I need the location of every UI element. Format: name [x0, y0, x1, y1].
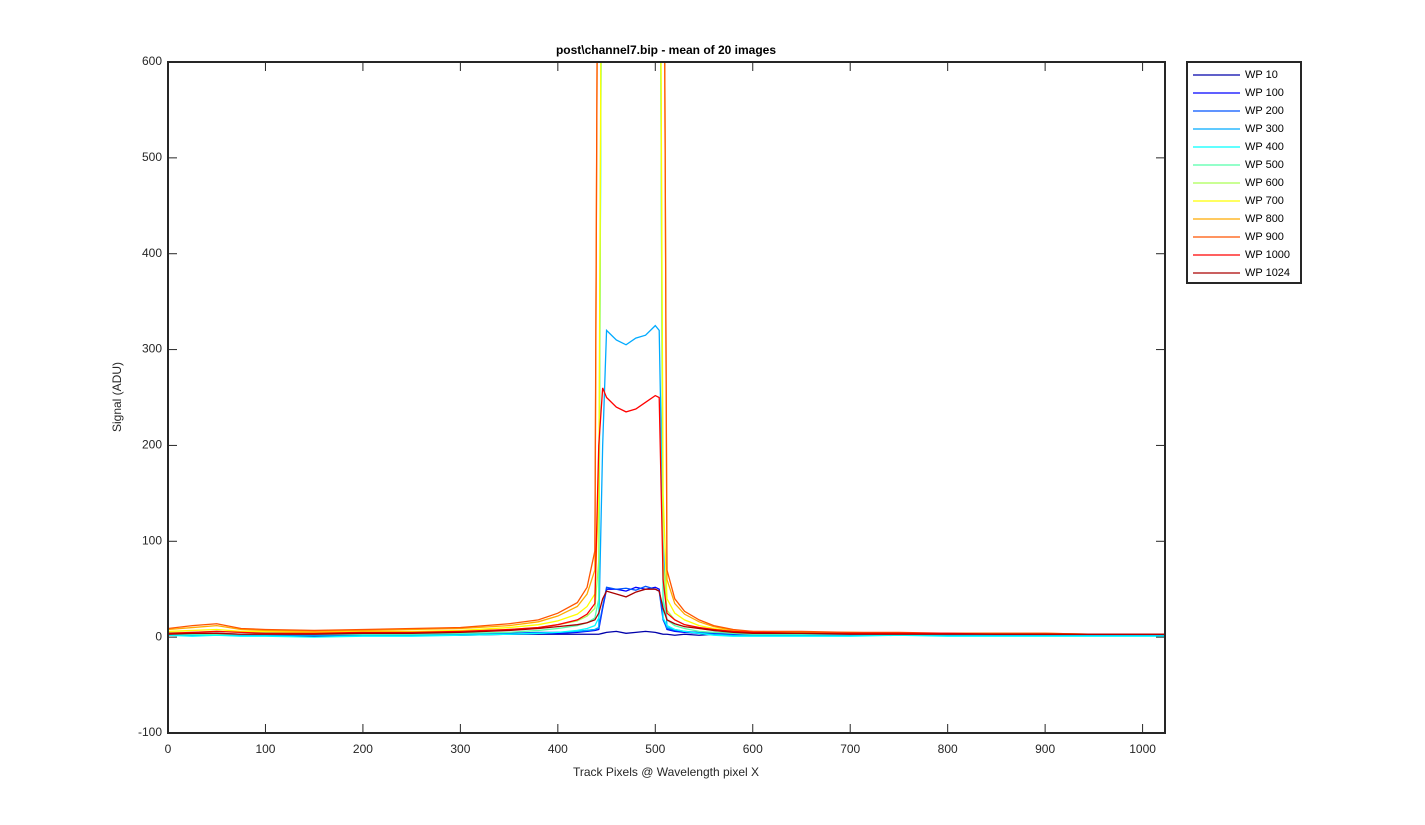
y-tick-label: 300 — [142, 342, 162, 356]
x-tick-label: 1000 — [1129, 742, 1156, 756]
legend-label: WP 500 — [1245, 159, 1284, 171]
legend-label: WP 100 — [1245, 87, 1284, 99]
legend-label: WP 600 — [1245, 177, 1284, 189]
lines — [168, 62, 1165, 638]
y-tick-label: 600 — [142, 54, 162, 68]
x-tick-label: 700 — [840, 742, 860, 756]
y-tick-label: 100 — [142, 533, 162, 547]
legend-label: WP 1000 — [1245, 249, 1290, 261]
x-axis-label: Track Pixels @ Wavelength pixel X — [573, 765, 759, 779]
x-tick-label: 600 — [743, 742, 763, 756]
y-tick-label: 200 — [142, 438, 162, 452]
legend-label: WP 900 — [1245, 231, 1284, 243]
legend-box — [1186, 61, 1302, 284]
series-line — [168, 62, 1165, 638]
y-axis-label: Signal (ADU) — [110, 362, 124, 432]
series-line — [168, 588, 1165, 635]
series-line — [168, 387, 1165, 635]
axes-box — [167, 61, 1166, 734]
y-tick-label: 0 — [155, 629, 162, 643]
legend-label: WP 300 — [1245, 123, 1284, 135]
x-tick-label: 800 — [938, 742, 958, 756]
series-line — [168, 62, 1165, 635]
y-tick-label: -100 — [138, 725, 162, 739]
legend-label: WP 400 — [1245, 141, 1284, 153]
x-tick-label: 200 — [353, 742, 373, 756]
chart-title: post\channel7.bip - mean of 20 images — [556, 43, 776, 57]
x-tick-label: 500 — [645, 742, 665, 756]
legend-label: WP 700 — [1245, 195, 1284, 207]
legend-label: WP 200 — [1245, 105, 1284, 117]
y-tick-label: 500 — [142, 150, 162, 164]
legend-label: WP 800 — [1245, 213, 1284, 225]
x-tick-label: 900 — [1035, 742, 1055, 756]
x-tick-label: 100 — [255, 742, 275, 756]
legend-label: WP 1024 — [1245, 267, 1290, 279]
legend-label: WP 10 — [1245, 69, 1278, 81]
x-tick-label: 400 — [548, 742, 568, 756]
y-tick-label: 400 — [142, 246, 162, 260]
x-tick-label: 0 — [165, 742, 172, 756]
x-tick-label: 300 — [450, 742, 470, 756]
